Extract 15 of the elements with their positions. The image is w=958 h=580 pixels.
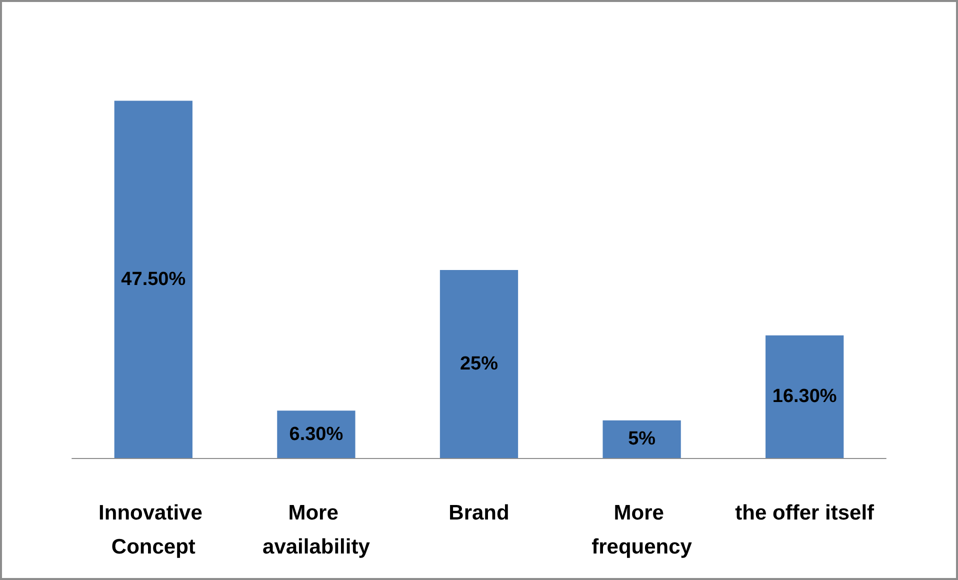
x-tick-label: More frequency <box>592 502 692 558</box>
x-tick-label: More availability <box>262 502 370 558</box>
bar <box>766 335 844 458</box>
data-label: 6.30% <box>289 424 344 445</box>
data-label: 5% <box>628 428 656 450</box>
data-label: 25% <box>460 354 498 374</box>
bar <box>114 100 192 458</box>
bar <box>277 410 356 458</box>
data-label: 47.50% <box>121 268 186 290</box>
x-tick-label: the offer itself <box>735 502 876 524</box>
x-tick-label: Brand <box>448 502 510 524</box>
data-label: 16.30% <box>772 386 837 408</box>
bar <box>440 270 518 458</box>
x-tick-label: Innovative Concept <box>98 502 208 558</box>
bar <box>602 420 681 458</box>
